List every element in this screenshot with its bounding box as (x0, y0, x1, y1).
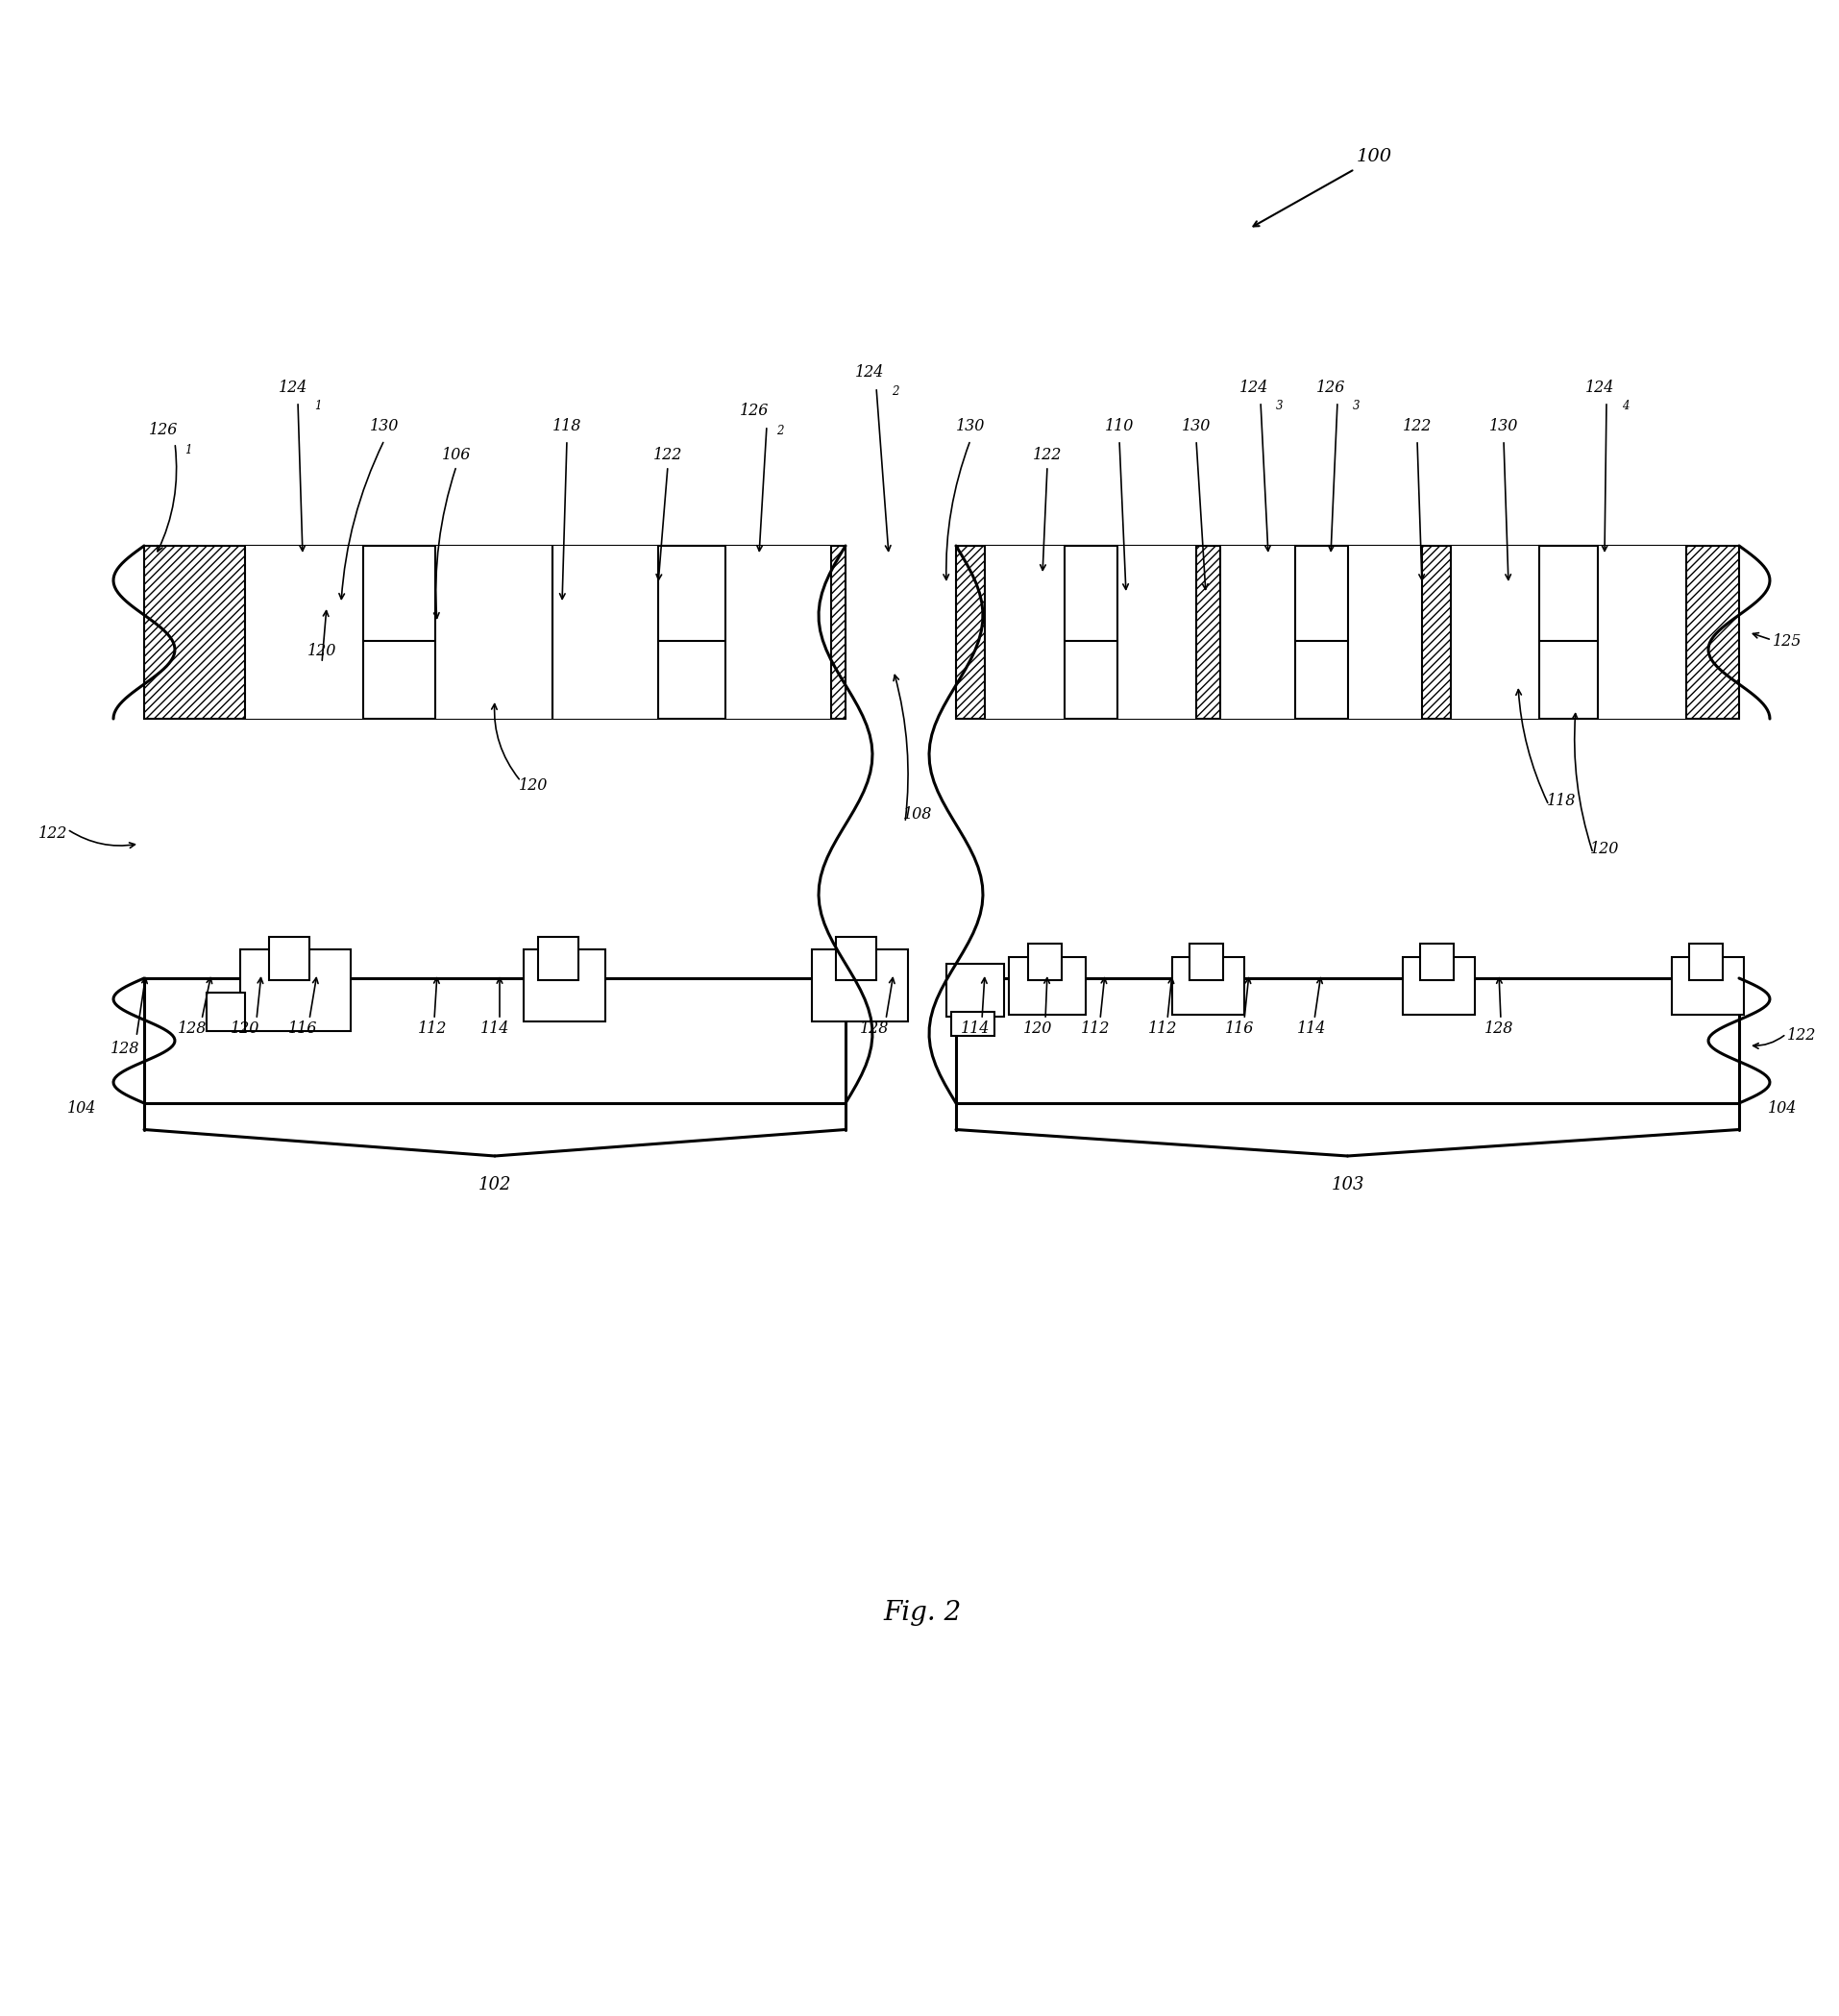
Bar (1295, 546, 1346, 720)
Bar (1188, 943, 1223, 980)
Text: 124: 124 (1585, 379, 1613, 395)
Bar (1063, 546, 1116, 720)
Bar (1672, 958, 1743, 1014)
Text: 122: 122 (1032, 446, 1061, 464)
Text: 125: 125 (1771, 633, 1800, 649)
Bar (658, 546, 725, 720)
Text: 124: 124 (855, 365, 885, 381)
Text: 104: 104 (1767, 1101, 1797, 1117)
Text: 118: 118 (1547, 792, 1574, 808)
Text: 126: 126 (1315, 379, 1344, 395)
Text: 126: 126 (149, 421, 178, 439)
Bar (1688, 943, 1721, 980)
Text: 2: 2 (776, 423, 783, 437)
Text: 128: 128 (859, 1020, 888, 1038)
Bar (835, 937, 875, 980)
Text: 3: 3 (1352, 401, 1359, 413)
Text: 128: 128 (110, 1040, 140, 1056)
Bar (811, 950, 907, 1022)
Text: 2: 2 (890, 385, 897, 399)
Bar (1401, 958, 1475, 1014)
Bar (552, 546, 831, 720)
Text: 124: 124 (1239, 379, 1267, 395)
Text: 124: 124 (278, 379, 307, 395)
Text: 120: 120 (307, 643, 337, 659)
Text: 112: 112 (1079, 1020, 1109, 1038)
Bar (362, 546, 434, 720)
Text: 116: 116 (1225, 1020, 1254, 1038)
Text: 120: 120 (519, 778, 548, 794)
Text: 130: 130 (370, 417, 399, 433)
Bar (1008, 958, 1085, 1014)
Text: 114: 114 (960, 1020, 989, 1038)
Bar (956, 546, 1738, 720)
Text: 128: 128 (178, 1020, 206, 1038)
Text: 104: 104 (66, 1101, 96, 1117)
Text: 114: 114 (1296, 1020, 1326, 1038)
Text: 102: 102 (478, 1175, 511, 1193)
Bar (268, 937, 309, 980)
Bar (241, 950, 351, 1030)
Text: 120: 120 (230, 1020, 259, 1038)
Bar (945, 964, 1004, 1016)
Text: 130: 130 (1181, 417, 1210, 433)
Bar (956, 978, 1738, 1103)
Bar (206, 992, 245, 1030)
Text: 126: 126 (739, 403, 769, 419)
Text: 128: 128 (1484, 1020, 1513, 1038)
Text: 120: 120 (1022, 1020, 1052, 1038)
Bar (524, 950, 605, 1022)
Text: 112: 112 (417, 1020, 447, 1038)
Text: 122: 122 (1401, 417, 1431, 433)
Text: 100: 100 (1355, 147, 1390, 165)
Text: 1: 1 (314, 401, 322, 413)
Bar (143, 978, 846, 1103)
Bar (143, 546, 846, 720)
Bar (1171, 958, 1243, 1014)
Text: 106: 106 (441, 446, 471, 464)
Text: 110: 110 (1103, 417, 1133, 433)
Bar (951, 1012, 993, 1036)
Text: 122: 122 (653, 446, 682, 464)
Text: 122: 122 (39, 827, 68, 843)
Text: 120: 120 (1589, 841, 1618, 857)
Bar (1539, 546, 1596, 720)
Text: Fig. 2: Fig. 2 (883, 1599, 962, 1625)
Text: 130: 130 (954, 417, 984, 433)
Text: 118: 118 (552, 417, 581, 433)
Text: 108: 108 (903, 806, 932, 823)
Bar (245, 546, 552, 720)
Text: 130: 130 (1488, 417, 1517, 433)
Bar (1028, 943, 1061, 980)
Bar (984, 546, 1195, 720)
Text: 116: 116 (289, 1020, 316, 1038)
Text: 114: 114 (480, 1020, 509, 1038)
Text: 1: 1 (186, 444, 193, 456)
Bar (1420, 943, 1453, 980)
Bar (537, 937, 577, 980)
Bar (1451, 546, 1685, 720)
Text: 112: 112 (1148, 1020, 1177, 1038)
Bar (1219, 546, 1422, 720)
Text: 122: 122 (1786, 1028, 1815, 1044)
Text: 4: 4 (1620, 401, 1628, 413)
Text: 3: 3 (1274, 401, 1282, 413)
Text: 103: 103 (1330, 1175, 1363, 1193)
